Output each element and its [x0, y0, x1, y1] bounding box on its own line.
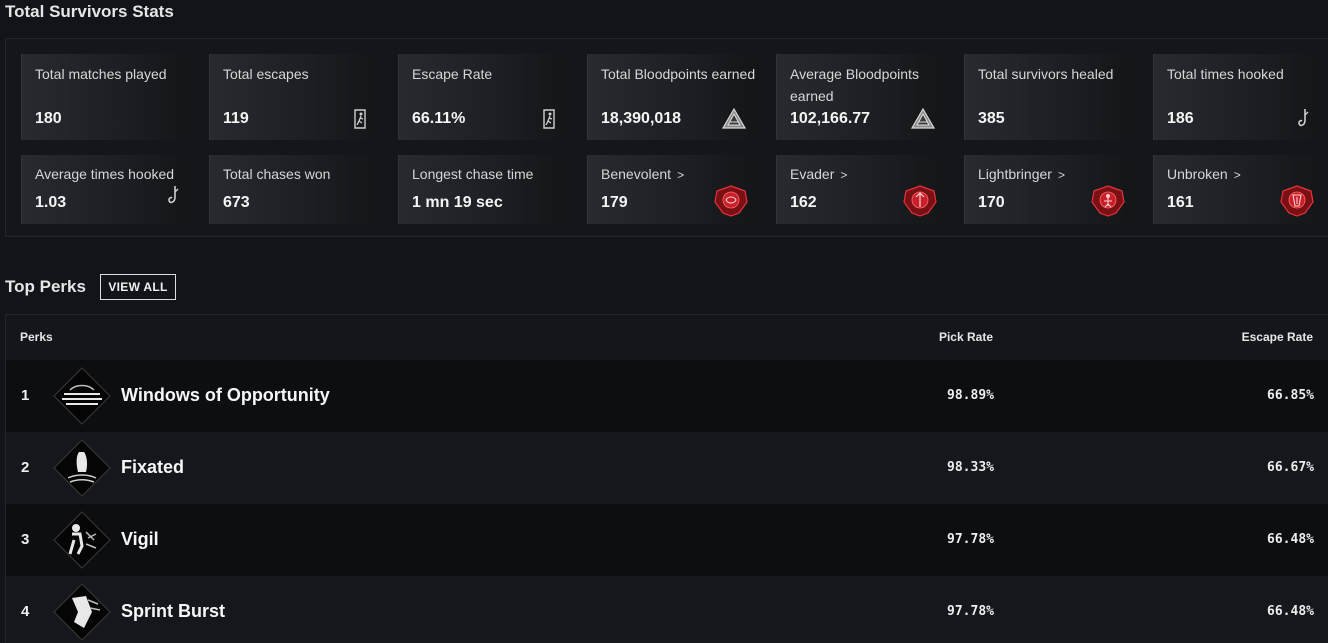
column-header-escape-rate: Escape Rate [1241, 330, 1313, 344]
perk-name[interactable]: Fixated [121, 457, 185, 477]
unbroken-badge-icon [1280, 185, 1314, 217]
perk-name[interactable]: Vigil [121, 529, 159, 549]
stat-value: 1.03 [35, 194, 67, 211]
table-row[interactable]: 4 Sprint Burst 97.78% 66.48% [6, 576, 1328, 643]
stat-value: 186 [1167, 110, 1194, 127]
stat-card-evader[interactable]: Evader > 162 [776, 155, 949, 224]
escape-rate-value: 66.67% [1267, 460, 1314, 475]
stat-label: Average times hooked [35, 166, 175, 182]
stat-card-average-times-hooked: Average times hooked 1.03 [21, 155, 194, 224]
stat-value: 180 [35, 110, 62, 127]
stat-label[interactable]: Lightbringer > [978, 163, 1138, 186]
view-all-button[interactable]: VIEW ALL [100, 274, 176, 300]
perk-rank: 3 [21, 531, 30, 548]
column-header-pick-rate: Pick Rate [938, 330, 993, 344]
sprint-burst-perk-icon [53, 583, 111, 641]
stat-label: Total escapes [223, 66, 309, 82]
perks-section-title: Top Perks [5, 277, 86, 296]
escape-rate-value: 66.48% [1267, 532, 1314, 547]
vigil-perk-icon [53, 511, 111, 569]
stat-card-survivors-healed: Total survivors healed 385 [964, 54, 1137, 140]
stat-card-average-bloodpoints: Average Bloodpoints earned 102,166.77 [776, 54, 949, 140]
benevolent-badge-icon [714, 185, 748, 217]
pick-rate-value: 98.33% [947, 460, 994, 475]
stat-label[interactable]: Evader > [790, 163, 950, 186]
lightbringer-badge-icon [1091, 185, 1125, 217]
stat-card-times-hooked: Total times hooked 186 [1153, 54, 1326, 140]
bloodpoints-icon [911, 108, 935, 129]
table-row[interactable]: 2 Fixated 98.33% 66.67% [6, 432, 1328, 504]
stat-card-lightbringer[interactable]: Lightbringer > 170 [964, 155, 1137, 224]
stat-label: Total matches played [35, 66, 167, 82]
stat-card-unbroken[interactable]: Unbroken > 161 [1153, 155, 1326, 224]
exit-door-icon [543, 109, 555, 129]
fixated-perk-icon [53, 439, 111, 497]
stat-label: Longest chase time [412, 166, 534, 182]
windows-of-opportunity-perk-icon [53, 367, 111, 425]
perk-name[interactable]: Windows of Opportunity [121, 385, 330, 405]
stat-value: 119 [223, 110, 249, 127]
hook-icon [1298, 109, 1309, 127]
stat-value: 1 mn 19 sec [412, 194, 503, 211]
stat-value: 102,166.77 [790, 110, 871, 127]
stat-card-chases-won: Total chases won 673 [209, 155, 382, 224]
stat-label: Average Bloodpoints earned [790, 66, 919, 104]
stat-value: 162 [790, 194, 817, 211]
stat-label: Total chases won [223, 166, 331, 182]
table-row[interactable]: 3 Vigil 97.78% 66.48% [6, 504, 1328, 576]
chevron-right-icon: > [840, 168, 848, 182]
stat-value: 161 [1167, 194, 1194, 211]
chevron-right-icon: > [677, 168, 685, 182]
perk-rank: 1 [21, 387, 30, 404]
perks-table: Perks Pick Rate Escape Rate 1 Windows of… [5, 314, 1328, 643]
chevron-right-icon: > [1233, 168, 1241, 182]
escape-rate-value: 66.85% [1267, 388, 1314, 403]
stat-card-benevolent[interactable]: Benevolent > 179 [587, 155, 760, 224]
pick-rate-value: 98.89% [947, 388, 994, 403]
stat-label: Total times hooked [1167, 66, 1284, 82]
stat-card-longest-chase: Longest chase time 1 mn 19 sec [398, 155, 571, 224]
stat-value: 385 [978, 110, 1005, 127]
stat-value: 18,390,018 [601, 110, 682, 127]
stat-label: Total survivors healed [978, 66, 1114, 82]
stat-card-total-escapes: Total escapes 119 [209, 54, 382, 140]
perk-rank: 4 [21, 603, 30, 620]
pick-rate-value: 97.78% [947, 604, 994, 619]
stat-label[interactable]: Unbroken > [1167, 163, 1327, 186]
perk-name[interactable]: Sprint Burst [121, 601, 226, 621]
table-row[interactable]: 1 Windows of Opportunity 98.89% 66.85% [6, 360, 1328, 432]
column-header-perks: Perks [20, 330, 53, 344]
perk-rank: 2 [21, 459, 30, 476]
stat-card-total-bloodpoints: Total Bloodpoints earned 18,390,018 [587, 54, 760, 140]
stat-label[interactable]: Benevolent > [601, 163, 761, 186]
exit-door-icon [354, 109, 366, 129]
stat-label: Total Bloodpoints earned [601, 66, 756, 82]
stat-card-matches-played: Total matches played 180 [21, 54, 194, 140]
stat-label: Escape Rate [412, 66, 493, 82]
stats-panel: Total matches played 180 Total escapes 1… [5, 38, 1328, 237]
stat-value: 179 [601, 194, 628, 211]
stat-value: 66.11% [412, 110, 466, 127]
pick-rate-value: 97.78% [947, 532, 994, 547]
chevron-right-icon: > [1057, 168, 1065, 182]
bloodpoints-icon [722, 108, 746, 129]
stat-card-escape-rate: Escape Rate 66.11% [398, 54, 571, 140]
stats-section-title: Total Survivors Stats [5, 2, 174, 21]
hook-icon [168, 186, 179, 204]
stat-value: 673 [223, 194, 250, 211]
stat-value: 170 [978, 194, 1005, 211]
evader-badge-icon [903, 185, 937, 217]
escape-rate-value: 66.48% [1267, 604, 1314, 619]
